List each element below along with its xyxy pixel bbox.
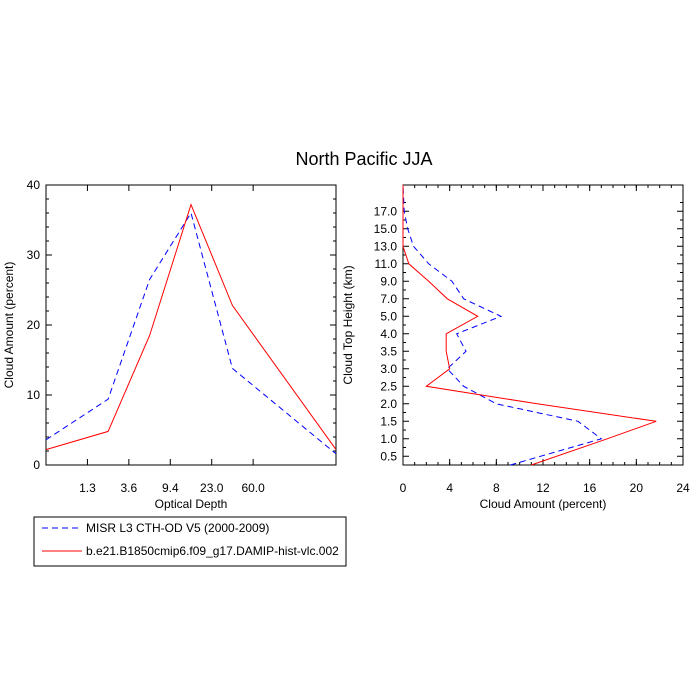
right-y-axis-label: Cloud Top Height (km) (341, 265, 355, 384)
left-panel: 0 10 20 30 40 1.3 3.6 9.4 23.0 60.0 Optical Dept… (2, 178, 337, 511)
right-y-tick-label: 9.0 (380, 274, 397, 288)
left-plot-frame (45, 184, 337, 466)
right-series (402, 184, 657, 466)
left-x-tick-label: 9.4 (162, 481, 179, 495)
right-x-tick-label: 16 (583, 481, 597, 495)
legend: MISR L3 CTH-OD V5 (2000-2009) b.e21.B185… (33, 516, 347, 567)
left-x-tick-label: 3.6 (121, 481, 138, 495)
right-y-tick-label: 15.0 (374, 222, 398, 236)
right-y-tick-label: 7.0 (380, 292, 397, 306)
right-y-tick-label: 2.5 (380, 379, 397, 393)
right-x-tick-label: 20 (630, 481, 644, 495)
legend-box (33, 516, 347, 567)
right-x-tick-label: 12 (536, 481, 550, 495)
right-y-tick-label: 1.0 (380, 432, 397, 446)
right-x-tick-label: 0 (400, 481, 407, 495)
right-y-tick-label: 5.0 (380, 309, 397, 323)
right-y-tick-label: 3.0 (380, 362, 397, 376)
right-x-axis-label: Cloud Amount (percent) (480, 497, 607, 511)
legend-label-misr: MISR L3 CTH-OD V5 (2000-2009) (86, 521, 269, 535)
right-y-tick-label: 4.0 (380, 327, 397, 341)
right-series-line-model (402, 185, 657, 466)
right-plot-frame (402, 184, 684, 466)
right-y-tick-label: 17.0 (374, 204, 398, 218)
left-y-axis-label: Cloud Amount (percent) (2, 262, 16, 389)
right-y-tick-label: 11.0 (375, 257, 398, 271)
right-y-tick-label: 1.5 (380, 414, 397, 428)
right-y-tick-label: 3.5 (380, 344, 397, 358)
left-x-axis-label: Optical Depth (155, 497, 228, 511)
right-x-tick-label: 8 (493, 481, 500, 495)
left-y-tick-label: 40 (27, 178, 41, 192)
right-y-ticks: 0.5 1.0 1.5 2.0 2.5 3.0 3.5 4.0 5.0 7.0 9.0 11.0 13.… (374, 184, 683, 466)
left-y-tick-label: 30 (27, 248, 41, 262)
left-y-tick-label: 20 (27, 318, 41, 332)
left-x-tick-label: 1.3 (79, 481, 96, 495)
chart-title: North Pacific JJA (295, 149, 432, 169)
right-y-tick-label: 2.0 (380, 397, 397, 411)
left-series-line-model (45, 203, 337, 451)
left-series (45, 203, 337, 455)
right-y-tick-label: 0.5 (380, 449, 397, 463)
left-y-ticks: 0 10 20 30 40 (27, 178, 336, 472)
left-x-tick-label: 23.0 (200, 481, 224, 495)
left-series-line-misr (45, 211, 337, 455)
left-y-tick-label: 10 (27, 388, 41, 402)
right-x-ticks: 0 4 8 12 16 20 24 (400, 185, 690, 495)
right-x-tick-label: 4 (446, 481, 453, 495)
right-series-line-misr (402, 184, 603, 466)
left-x-ticks: 1.3 3.6 9.4 23.0 60.0 (79, 185, 265, 495)
right-y-tick-label: 13.0 (374, 239, 398, 253)
right-x-tick-label: 24 (676, 481, 690, 495)
legend-label-model: b.e21.B1850cmip6.f09_g17.DAMIP-hist-vlc.… (86, 544, 339, 558)
left-x-tick-label: 60.0 (241, 481, 265, 495)
left-y-tick-label: 0 (33, 458, 40, 472)
right-panel: 0.5 1.0 1.5 2.0 2.5 3.0 3.5 4.0 5.0 7.0 9.0 11.0 13.… (341, 184, 690, 511)
